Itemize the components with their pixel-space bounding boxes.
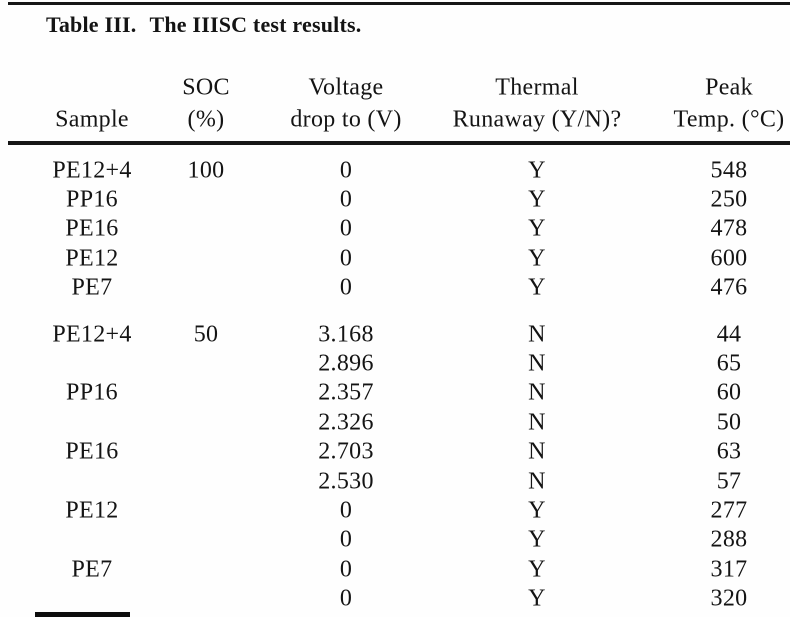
cell-runaway: N <box>528 350 546 377</box>
table-row: 2.896 N 65 <box>0 349 790 378</box>
table-header-rule <box>8 141 790 145</box>
column-header-soc-line2: (%) <box>187 106 225 133</box>
cell-voltage: 2.326 <box>318 409 374 436</box>
cell-runaway: Y <box>528 157 546 184</box>
cell-voltage: 2.703 <box>318 438 374 465</box>
cell-voltage: 0 <box>339 274 353 301</box>
table-row: 0 Y 320 <box>0 584 790 613</box>
cell-temp: 288 <box>710 526 748 553</box>
cell-voltage: 0 <box>339 186 353 213</box>
cell-runaway: N <box>528 409 546 436</box>
column-header-peak-line1: Peak <box>705 74 753 101</box>
cell-sample: PE16 <box>65 215 119 242</box>
table-row: PP16 2.357 N 60 <box>0 379 790 408</box>
column-header-sample: Sample <box>55 106 129 133</box>
cell-voltage: 0 <box>339 157 353 184</box>
cell-temp: 600 <box>710 245 748 272</box>
table-header-line1: SOC Voltage Thermal Peak <box>0 72 790 104</box>
cell-sample: PE12 <box>65 245 119 272</box>
table-row: PE12+4 50 3.168 N 44 <box>0 320 790 349</box>
column-header-soc-line1: SOC <box>182 74 230 101</box>
table-bottom-rule-fragment <box>35 612 130 617</box>
cell-temp: 63 <box>716 438 742 465</box>
cell-runaway: Y <box>528 215 546 242</box>
table-row: PE12 0 Y 277 <box>0 496 790 525</box>
cell-runaway: N <box>528 321 546 348</box>
cell-runaway: Y <box>528 526 546 553</box>
cell-runaway: Y <box>528 585 546 612</box>
cell-temp: 65 <box>716 350 742 377</box>
table-row: PE7 0 Y 476 <box>0 274 790 303</box>
cell-temp: 57 <box>716 468 742 495</box>
cell-voltage: 2.896 <box>318 350 374 377</box>
cell-sample: PE12+4 <box>52 321 132 348</box>
cell-runaway: Y <box>528 245 546 272</box>
cell-runaway: Y <box>528 497 546 524</box>
column-header-voltage-line1: Voltage <box>308 74 384 101</box>
cell-voltage: 0 <box>339 245 353 272</box>
cell-voltage: 0 <box>339 497 353 524</box>
table-row: 2.326 N 50 <box>0 408 790 437</box>
cell-voltage: 2.530 <box>318 468 374 495</box>
table-caption-text: The IIISC test results. <box>149 12 362 37</box>
cell-sample: PE7 <box>71 556 113 583</box>
table-row: 2.530 N 57 <box>0 467 790 496</box>
table-top-rule <box>8 2 790 5</box>
column-header-thermal-line2: Runaway (Y/N)? <box>452 106 622 133</box>
cell-voltage: 0 <box>339 526 353 553</box>
cell-temp: 548 <box>710 157 748 184</box>
cell-voltage: 0 <box>339 556 353 583</box>
cell-temp: 320 <box>710 585 748 612</box>
column-header-peak-line2: Temp. (°C) <box>673 106 785 133</box>
cell-sample: PE16 <box>65 438 119 465</box>
table-row: PE7 0 Y 317 <box>0 555 790 584</box>
cell-sample: PP16 <box>66 379 118 406</box>
cell-temp: 250 <box>710 186 748 213</box>
column-header-thermal-line1: Thermal <box>495 74 579 101</box>
cell-sample: PE7 <box>71 274 113 301</box>
table-body: PE12+4 100 0 Y 548 PP16 0 Y 250 PE16 0 Y… <box>0 156 790 614</box>
table-row: PE16 0 Y 478 <box>0 215 790 244</box>
cell-temp: 476 <box>710 274 748 301</box>
cell-temp: 44 <box>716 321 742 348</box>
table-row: PP16 0 Y 250 <box>0 185 790 214</box>
table-row: PE16 2.703 N 63 <box>0 438 790 467</box>
table-caption-label: Table III. <box>46 12 137 37</box>
cell-temp: 60 <box>716 379 742 406</box>
cell-temp: 317 <box>710 556 748 583</box>
cell-temp: 478 <box>710 215 748 242</box>
cell-soc: 100 <box>187 157 225 184</box>
cell-temp: 277 <box>710 497 748 524</box>
cell-runaway: Y <box>528 274 546 301</box>
cell-sample: PE12 <box>65 497 119 524</box>
table-caption: Table III. The IIISC test results. <box>46 12 361 38</box>
table-row: PE12 0 Y 600 <box>0 244 790 273</box>
cell-voltage: 0 <box>339 585 353 612</box>
cell-runaway: Y <box>528 556 546 583</box>
cell-sample: PE12+4 <box>52 157 132 184</box>
cell-voltage: 0 <box>339 215 353 242</box>
table-row: 0 Y 288 <box>0 526 790 555</box>
cell-temp: 50 <box>716 409 742 436</box>
cell-sample: PP16 <box>66 186 118 213</box>
cell-runaway: N <box>528 438 546 465</box>
column-header-voltage-line2: drop to (V) <box>290 106 402 133</box>
cell-voltage: 3.168 <box>318 321 374 348</box>
cell-voltage: 2.357 <box>318 379 374 406</box>
table-row: PE12+4 100 0 Y 548 <box>0 156 790 185</box>
table-header-line2: Sample (%) drop to (V) Runaway (Y/N)? Te… <box>0 104 790 136</box>
group-separator <box>0 303 790 320</box>
cell-runaway: N <box>528 379 546 406</box>
table-header: SOC Voltage Thermal Peak Sample (%) drop… <box>0 72 790 136</box>
cell-soc: 50 <box>193 321 219 348</box>
cell-runaway: Y <box>528 186 546 213</box>
cell-runaway: N <box>528 468 546 495</box>
